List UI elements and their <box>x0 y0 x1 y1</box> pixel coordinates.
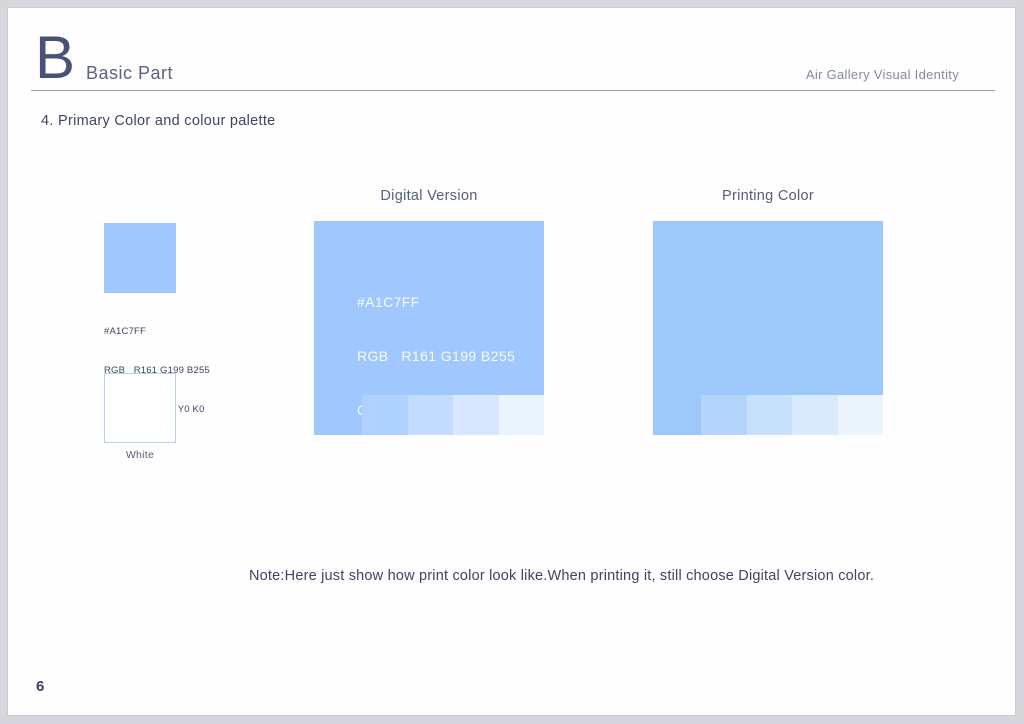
digital-tint-4 <box>498 395 544 435</box>
section-title: Basic Part <box>86 63 174 83</box>
page-heading: 4. Primary Color and colour palette <box>41 113 276 129</box>
page-number: 6 <box>36 678 45 695</box>
printing-tint-2 <box>746 395 792 435</box>
spec-rgb: RGB R161 G199 B255 <box>104 365 210 376</box>
digital-tint-strip <box>362 395 544 435</box>
printing-tint-strip <box>701 395 883 435</box>
digital-tint-3 <box>453 395 499 435</box>
doc-title: Air Gallery Visual Identity <box>805 67 959 82</box>
note-text: Note:Here just show how print color look… <box>249 568 875 584</box>
printing-color-label: Printing Color <box>721 188 815 204</box>
header-divider <box>31 90 995 91</box>
digital-version-label: Digital Version <box>380 188 478 204</box>
document-page: B Basic Part Air Gallery Visual Identity… <box>7 7 1016 716</box>
printing-tint-1 <box>701 395 747 435</box>
printing-color-swatch <box>653 221 883 435</box>
spec-hex: #A1C7FF <box>104 326 147 337</box>
printing-tint-3 <box>792 395 838 435</box>
primary-color-swatch <box>104 223 176 293</box>
spec-hex: #A1C7FF <box>357 294 420 310</box>
spec-rgb: RGB R161 G199 B255 <box>357 348 516 364</box>
printing-tint-4 <box>837 395 883 435</box>
digital-tint-1 <box>362 395 408 435</box>
digital-tint-2 <box>407 395 453 435</box>
section-letter: B <box>35 24 77 91</box>
white-color-swatch <box>104 373 176 443</box>
digital-version-swatch: #A1C7FF RGB R161 G199 B255 CMYK C44 M15 … <box>314 221 544 435</box>
white-swatch-label: White <box>125 449 155 461</box>
